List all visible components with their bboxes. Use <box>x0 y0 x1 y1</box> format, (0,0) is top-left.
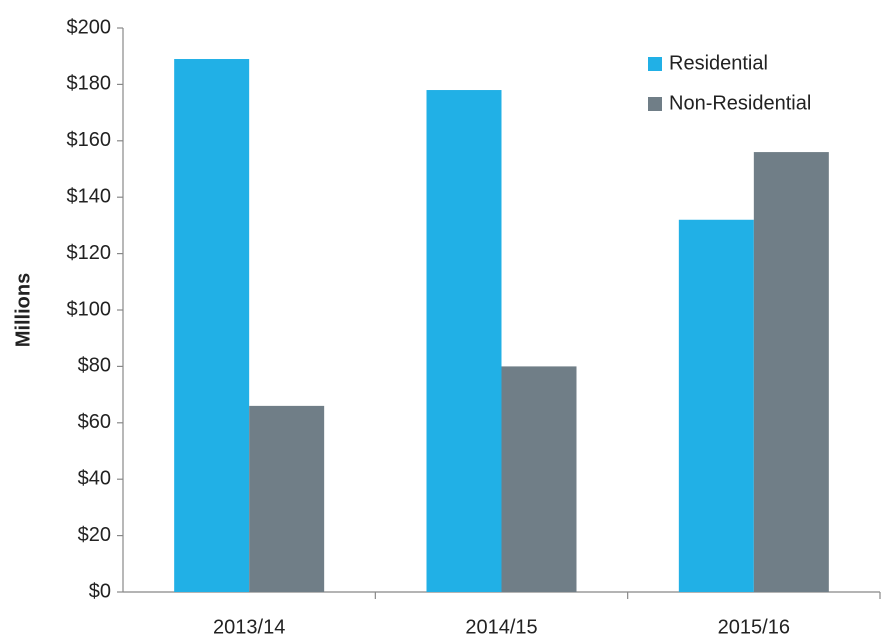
y-tick-label: $120 <box>67 242 112 264</box>
legend-label: Residential <box>669 52 768 74</box>
bar <box>426 90 502 592</box>
y-tick-label: $200 <box>67 16 112 38</box>
y-tick-label: $40 <box>78 467 111 489</box>
bar <box>501 366 577 592</box>
legend-swatch <box>648 57 662 71</box>
y-tick-label: $0 <box>89 580 111 602</box>
legend-swatch <box>648 97 662 111</box>
x-tick-label: 2014/15 <box>465 616 537 637</box>
bar <box>678 219 754 592</box>
y-tick-label: $180 <box>67 73 112 95</box>
x-tick-label: 2015/16 <box>718 616 790 637</box>
y-tick-label: $60 <box>78 411 111 433</box>
y-tick-label: $160 <box>67 129 112 151</box>
y-tick-label: $140 <box>67 185 112 207</box>
legend-label: Non-Residential <box>669 92 811 114</box>
y-tick-label: $100 <box>67 298 112 320</box>
bar <box>174 59 250 592</box>
x-tick-label: 2013/14 <box>213 616 285 637</box>
bar <box>753 152 829 592</box>
y-tick-label: $20 <box>78 524 111 546</box>
y-axis-label: Millions <box>12 273 34 347</box>
bar <box>249 405 325 592</box>
y-tick-label: $80 <box>78 355 111 377</box>
